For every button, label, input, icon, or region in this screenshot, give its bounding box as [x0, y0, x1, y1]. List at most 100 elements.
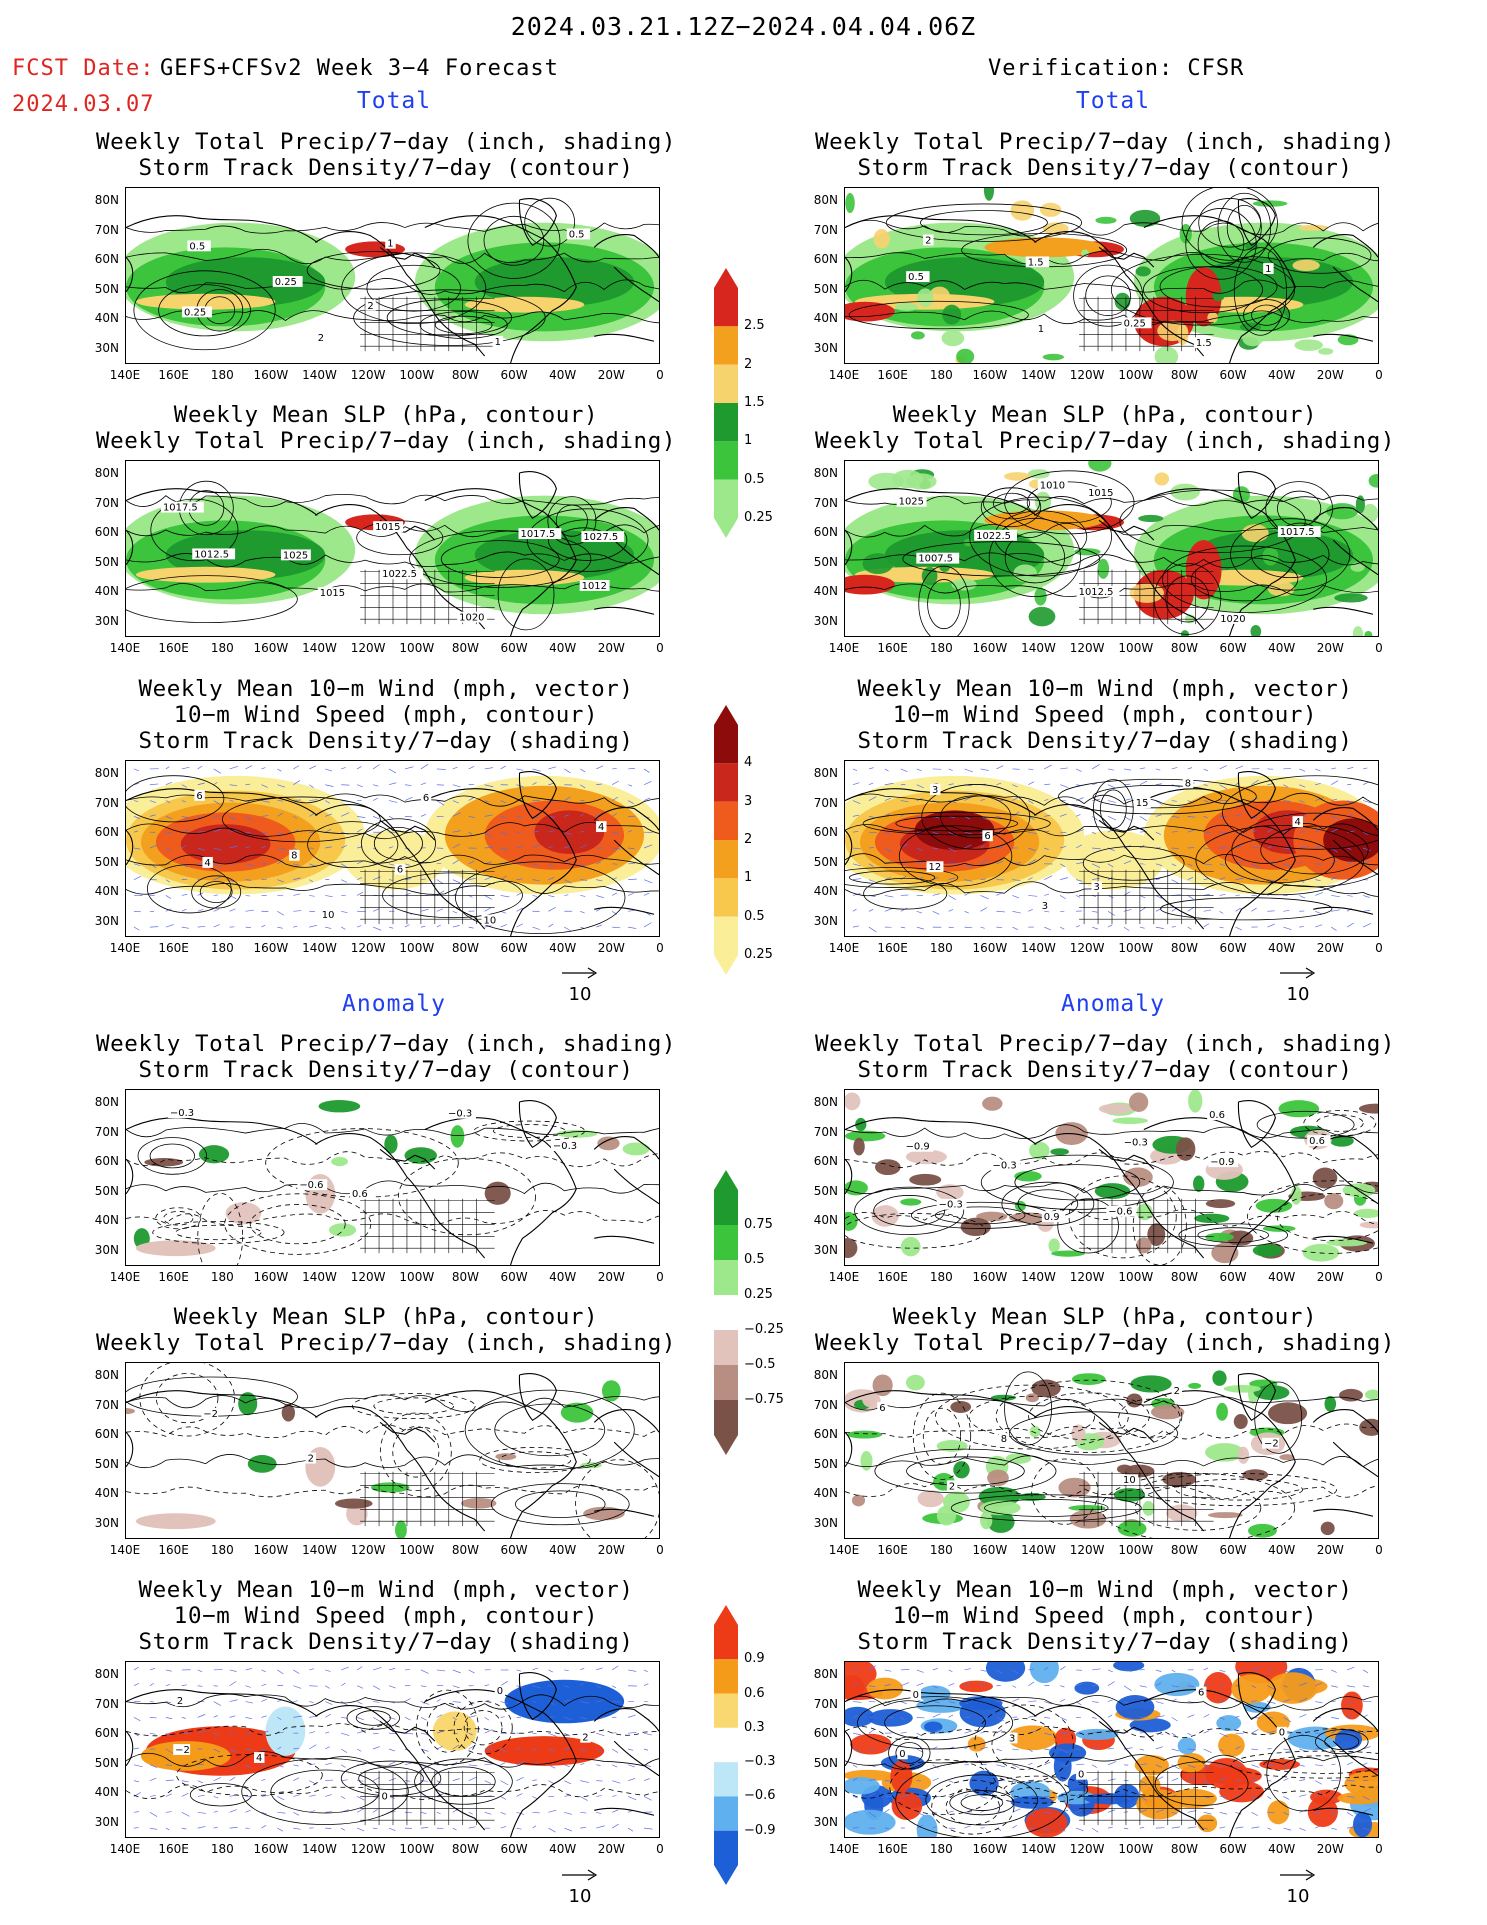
contour-label: 3 — [1009, 1733, 1015, 1744]
latitude-label: 30N — [813, 1814, 838, 1829]
contour-label: 1017.5 — [1280, 527, 1315, 538]
panel-title-line: Storm Track Density/7−day (contour) — [138, 1057, 634, 1083]
contour-label: 0 — [913, 1690, 919, 1701]
longitude-label: 160W — [972, 941, 1008, 955]
longitude-label: 180 — [929, 1842, 953, 1856]
latitude-label: 40N — [813, 884, 838, 898]
latitude-label: 70N — [813, 222, 838, 237]
latitude-label: 60N — [94, 1726, 119, 1740]
longitude-label: 40W — [1268, 641, 1296, 655]
latitude-label: 40N — [94, 884, 119, 898]
contour-label: 1027.5 — [583, 532, 618, 543]
contour-label: 2 — [177, 1696, 183, 1707]
contour-label: −2 — [175, 1745, 190, 1756]
longitude-label: 120W — [1069, 368, 1105, 382]
latitude-label: 70N — [94, 1397, 119, 1412]
verification-label: Verification: CFSR — [988, 56, 1245, 81]
longitude-label: 140E — [109, 941, 141, 955]
contour-label: −0.6 — [299, 1180, 323, 1191]
longitude-label: 100W — [399, 941, 435, 955]
longitude-label: 80W — [1170, 1270, 1199, 1284]
arrow-right-icon — [562, 967, 598, 979]
colorbar-label: 1 — [744, 870, 753, 886]
latitude-label: 70N — [94, 1124, 119, 1139]
map-panel-fc-anom-wind: 2 4 0 0 2 −2 — [125, 1661, 660, 1838]
arrow-right-icon — [1280, 1869, 1316, 1881]
latitude-label: 40N — [813, 311, 838, 325]
latitude-label: 40N — [813, 584, 838, 598]
panel-title-line: Weekly Total Precip/7−day (inch, shading… — [815, 129, 1395, 155]
longitude-label: 140W — [302, 641, 337, 655]
longitude-label: 0 — [656, 368, 664, 382]
longitude-label: 140E — [109, 368, 141, 382]
longitude-label: 160E — [158, 1842, 189, 1856]
contour-label: 1012 — [582, 581, 607, 592]
panel-title-line: Weekly Total Precip/7−day (inch, shading… — [96, 428, 676, 454]
latitude-label: 70N — [94, 1696, 119, 1711]
longitude-label: 20W — [1316, 641, 1344, 655]
contour-label: 0.5 — [189, 241, 205, 252]
latitude-label: 80N — [813, 1368, 838, 1382]
panel-title-line: Weekly Mean 10−m Wind (mph, vector) — [857, 676, 1353, 702]
contour-label: 2 — [308, 1454, 314, 1465]
longitude-label: 0 — [1375, 1270, 1383, 1284]
latitude-label: 80N — [94, 193, 119, 207]
longitude-label: 80W — [451, 1842, 480, 1856]
contour-label: 0 — [497, 1686, 503, 1697]
longitude-label: 0 — [656, 941, 664, 955]
contour-label: 10 — [484, 915, 497, 926]
longitude-label: 180 — [210, 1270, 234, 1284]
contour-label: 15 — [1136, 798, 1149, 809]
panel-title-line: Weekly Mean SLP (hPa, contour) — [173, 1304, 599, 1330]
contour-label: 1020 — [1220, 614, 1245, 625]
map-field: 0 3 0 6 0 0 — [845, 1662, 1378, 1837]
map-panel-vf-anom-slp: 6 8 10 2 −2 2 — [844, 1362, 1379, 1539]
map-panel-vf-total-slp: 1025 1022.5 1012.5 1020 1017.5 1007.5 1010 1015 — [844, 460, 1379, 637]
vector-ref-anom-left: 10 — [560, 1867, 600, 1907]
colorbar-label: 0.25 — [744, 510, 773, 525]
contour-label: 1015 — [320, 588, 345, 599]
latitude-label: 70N — [813, 1397, 838, 1412]
contour-label: 1 — [495, 337, 501, 348]
latitude-label: 50N — [813, 554, 838, 569]
longitude-label: 140W — [302, 1842, 337, 1856]
contour-label: 3 — [1042, 901, 1048, 912]
map-field: −0.9 −0.3 −0.6 0.6 0.6 −0.3 0.9 −0.3 −0.9 — [845, 1090, 1378, 1265]
contour-label: −0.9 — [1210, 1157, 1234, 1168]
longitude-label: 180 — [210, 368, 234, 382]
contour-label: 1020 — [459, 613, 484, 624]
longitude-label: 160W — [253, 1543, 289, 1557]
contour-label: 4 — [598, 822, 604, 833]
fcst-date-label: FCST Date: — [12, 56, 155, 81]
longitude-label: 140W — [302, 1543, 337, 1557]
panel-title-line: Weekly Mean 10−m Wind (mph, vector) — [138, 676, 634, 702]
latitude-label: 70N — [813, 795, 838, 810]
longitude-label: 100W — [1118, 641, 1154, 655]
longitude-label: 180 — [210, 1842, 234, 1856]
longitude-label: 160E — [158, 1270, 189, 1284]
panel-title-line: Weekly Mean 10−m Wind (mph, vector) — [138, 1577, 634, 1603]
longitude-label: 100W — [1118, 1543, 1154, 1557]
longitude-label: 0 — [1375, 1543, 1383, 1557]
contour-label: 1.5 — [1028, 257, 1044, 268]
longitude-label: 160E — [877, 1543, 908, 1557]
contour-label: 1.5 — [1196, 338, 1212, 349]
latitude-label: 30N — [94, 1515, 119, 1530]
contour-label: −2 — [203, 1409, 218, 1420]
longitude-label: 180 — [210, 641, 234, 655]
longitude-label: 100W — [1118, 1270, 1154, 1284]
longitude-label: 80W — [1170, 1543, 1199, 1557]
map-panel-fc-anom-precip: −0.3 −0.6 0.6 −0.3 −0.3 — [125, 1089, 660, 1266]
longitude-label: 20W — [1316, 941, 1344, 955]
latitude-label: 50N — [94, 1456, 119, 1471]
contour-label: 1017.5 — [521, 529, 556, 540]
contour-label: −0.6 — [1108, 1207, 1132, 1218]
longitude-label: 20W — [597, 941, 625, 955]
latitude-label: 40N — [94, 584, 119, 598]
longitude-label: 60W — [1219, 641, 1247, 655]
panel-title-line: 10−m Wind Speed (mph, contour) — [173, 702, 599, 728]
latitude-label: 50N — [94, 554, 119, 569]
colorbar-total-storm — [714, 705, 738, 979]
longitude-label: 100W — [399, 368, 435, 382]
panel-title-line: 10−m Wind Speed (mph, contour) — [892, 702, 1318, 728]
